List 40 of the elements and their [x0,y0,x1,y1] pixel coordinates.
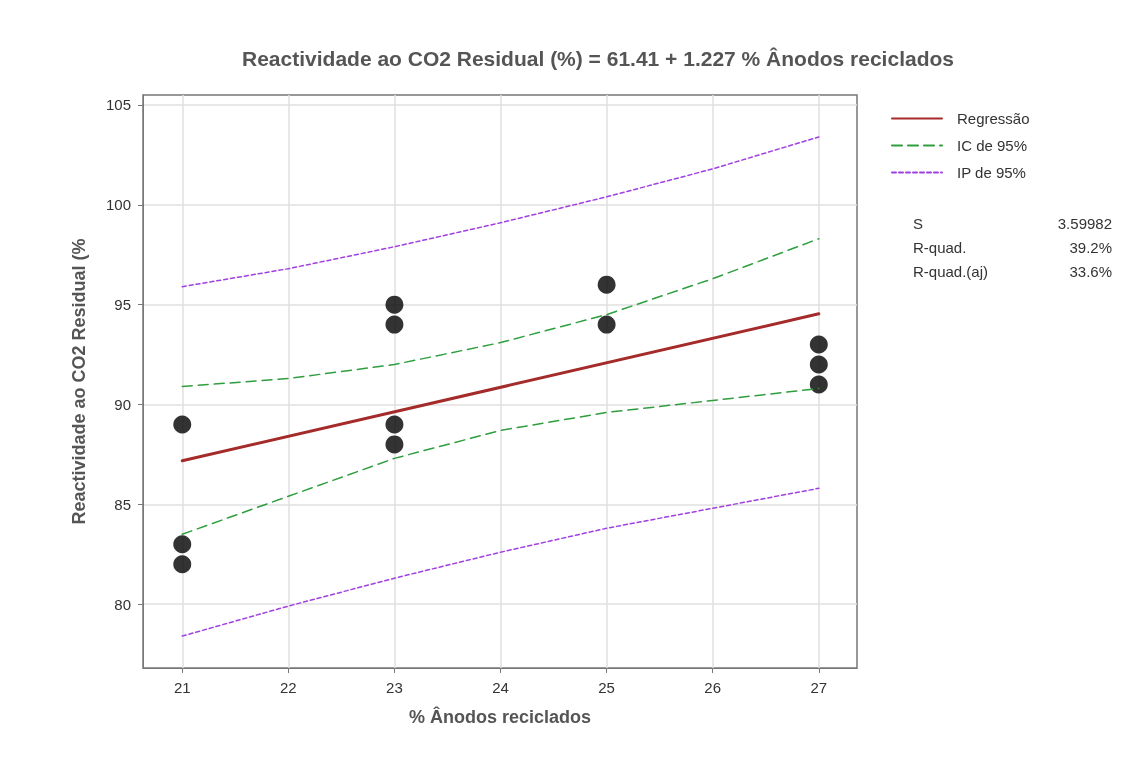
text: 39.2% [1069,239,1113,256]
x-tick-label: 22 [280,679,297,696]
x-tick-label: 26 [704,679,722,696]
line-series [181,136,820,288]
x-axis-title: % Ânodos reciclados [408,706,592,727]
point [385,415,404,434]
text: 3.59982 [1057,215,1113,232]
legend-label: IP de 95% [957,164,1026,181]
point [173,555,192,574]
y-tick-label: 85 [114,495,131,513]
chart-title: Reactividade ao CO2 Residual (%) = 61.41 + 1.227 % Ânodos reciclados [242,47,954,70]
y-tick-label: 80 [114,595,131,613]
y-tick-label: 90 [114,395,131,413]
point [809,335,828,354]
text: R-quad.(aj) [913,263,989,280]
x-tick-label: 25 [598,679,615,696]
point [809,355,828,374]
point [385,295,404,314]
line-series [181,487,820,637]
y-tick-label: 95 [114,296,131,314]
point [385,315,404,334]
point [597,315,616,334]
point [173,535,192,554]
point [385,435,404,454]
text: 33.6% [1069,263,1113,280]
text: S [913,215,924,232]
point [597,275,616,294]
line-series [181,238,820,388]
x-tick-label: 23 [386,679,403,696]
x-tick-label: 27 [810,679,828,696]
text: R-quad. [913,239,967,256]
point [173,415,192,434]
legend-label: IC de 95% [957,137,1028,154]
y-tick-label: 100 [105,196,131,214]
legend-label: Regressão [957,110,1030,127]
y-axis-title: Reactividade ao CO2 Residual (% [69,238,89,525]
y-tick-label: 105 [105,96,131,114]
point [809,375,828,394]
x-tick-label: 21 [173,679,191,696]
x-tick-label: 24 [492,679,509,696]
